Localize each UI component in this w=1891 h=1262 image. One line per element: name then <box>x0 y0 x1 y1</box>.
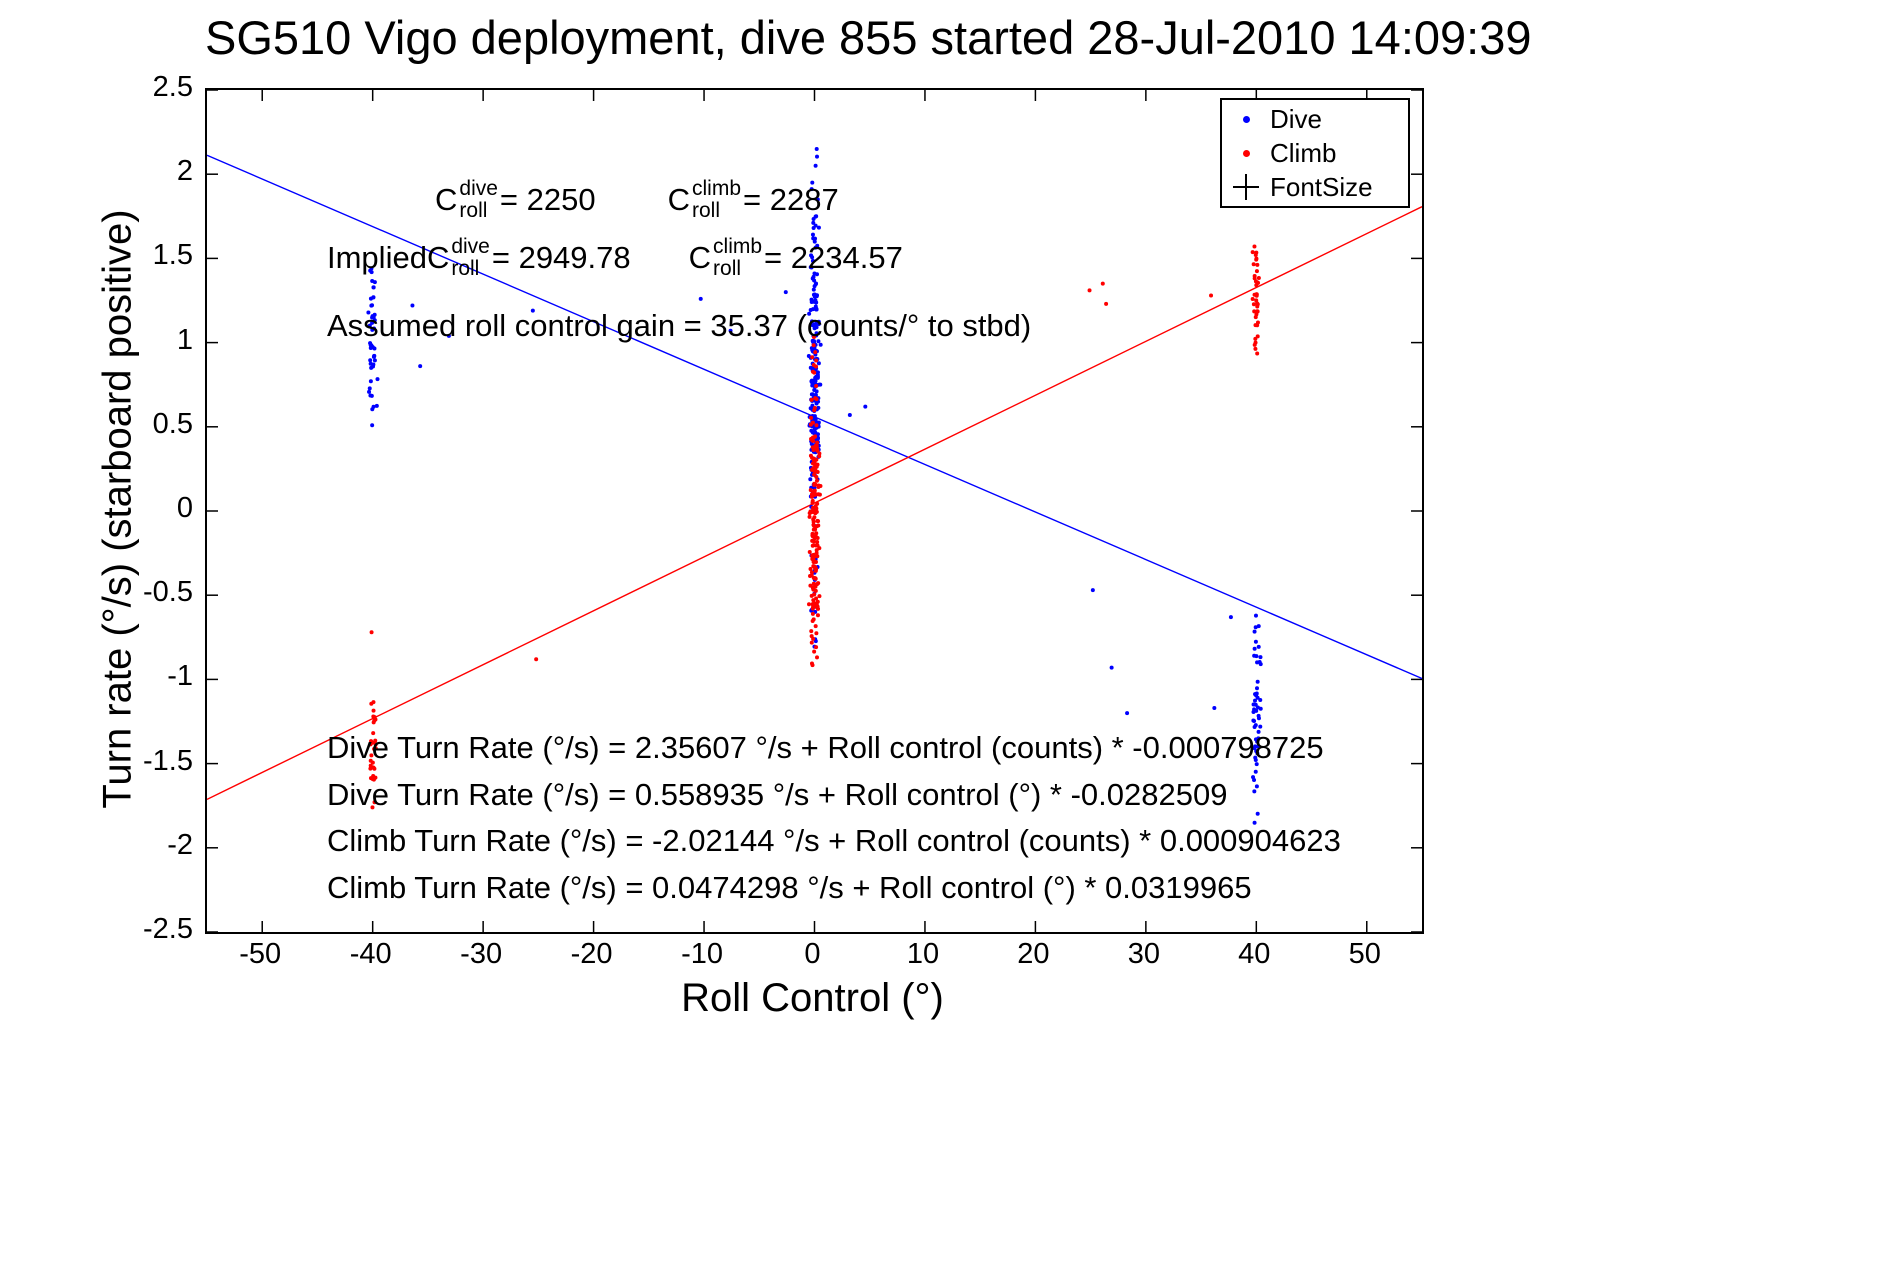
plus-marker-icon <box>1233 174 1259 200</box>
legend-item-fontsize: FontSize <box>1222 171 1408 203</box>
y-tick-label: -0.5 <box>143 576 193 609</box>
y-tick-label: 0 <box>176 491 193 524</box>
x-tick-label: 30 <box>1127 938 1160 970</box>
dive-dot-icon <box>1242 115 1250 123</box>
x-tick-label: -50 <box>239 938 282 970</box>
x-tick-label: 0 <box>804 938 821 970</box>
climb-marker-cell <box>1222 149 1270 157</box>
y-tick-labels: -2.5 -2 -1.5 -1 -0.5 0 0.5 1 1.5 2 2.5 <box>0 71 193 945</box>
legend-item-climb: Climb <box>1222 137 1408 169</box>
x-tick-label: 50 <box>1348 938 1381 970</box>
figure-title: SG510 Vigo deployment, dive 855 started … <box>205 11 1532 64</box>
x-tick-labels: -50 -40 -30 -20 -10 0 10 20 30 40 50 <box>205 938 1420 978</box>
x-tick-label: 40 <box>1238 938 1271 970</box>
fontsize-marker-cell <box>1222 174 1270 200</box>
x-tick-label: -10 <box>681 938 723 970</box>
x-axis-label: Roll Control (°) <box>681 976 944 1020</box>
dive-marker-cell <box>1222 115 1270 123</box>
y-tick-label: -1 <box>167 660 193 693</box>
y-tick-label: 2.5 <box>152 70 193 103</box>
legend-item-dive: Dive <box>1222 103 1408 135</box>
x-tick-label: 20 <box>1017 938 1050 970</box>
y-tick-label: 2 <box>176 155 193 188</box>
legend-label-dive: Dive <box>1270 103 1323 134</box>
x-tick-label: 10 <box>906 938 940 970</box>
y-tick-label: -2 <box>167 828 193 861</box>
y-tick-label: 1 <box>176 323 193 356</box>
x-tick-label: -20 <box>570 938 613 970</box>
legend-label-fontsize: FontSize <box>1270 171 1373 202</box>
x-tick-label: -40 <box>349 938 392 970</box>
legend: Dive Climb FontSize <box>1220 98 1410 208</box>
climb-dot-icon <box>1242 149 1250 157</box>
x-tick-label: -30 <box>460 938 503 970</box>
legend-label-climb: Climb <box>1270 137 1337 168</box>
y-tick-label: 0.5 <box>152 407 193 440</box>
y-tick-label: -1.5 <box>143 744 193 777</box>
y-tick-label: 1.5 <box>152 239 193 272</box>
y-tick-label: -2.5 <box>143 912 193 945</box>
scatter-canvas <box>207 90 1422 932</box>
